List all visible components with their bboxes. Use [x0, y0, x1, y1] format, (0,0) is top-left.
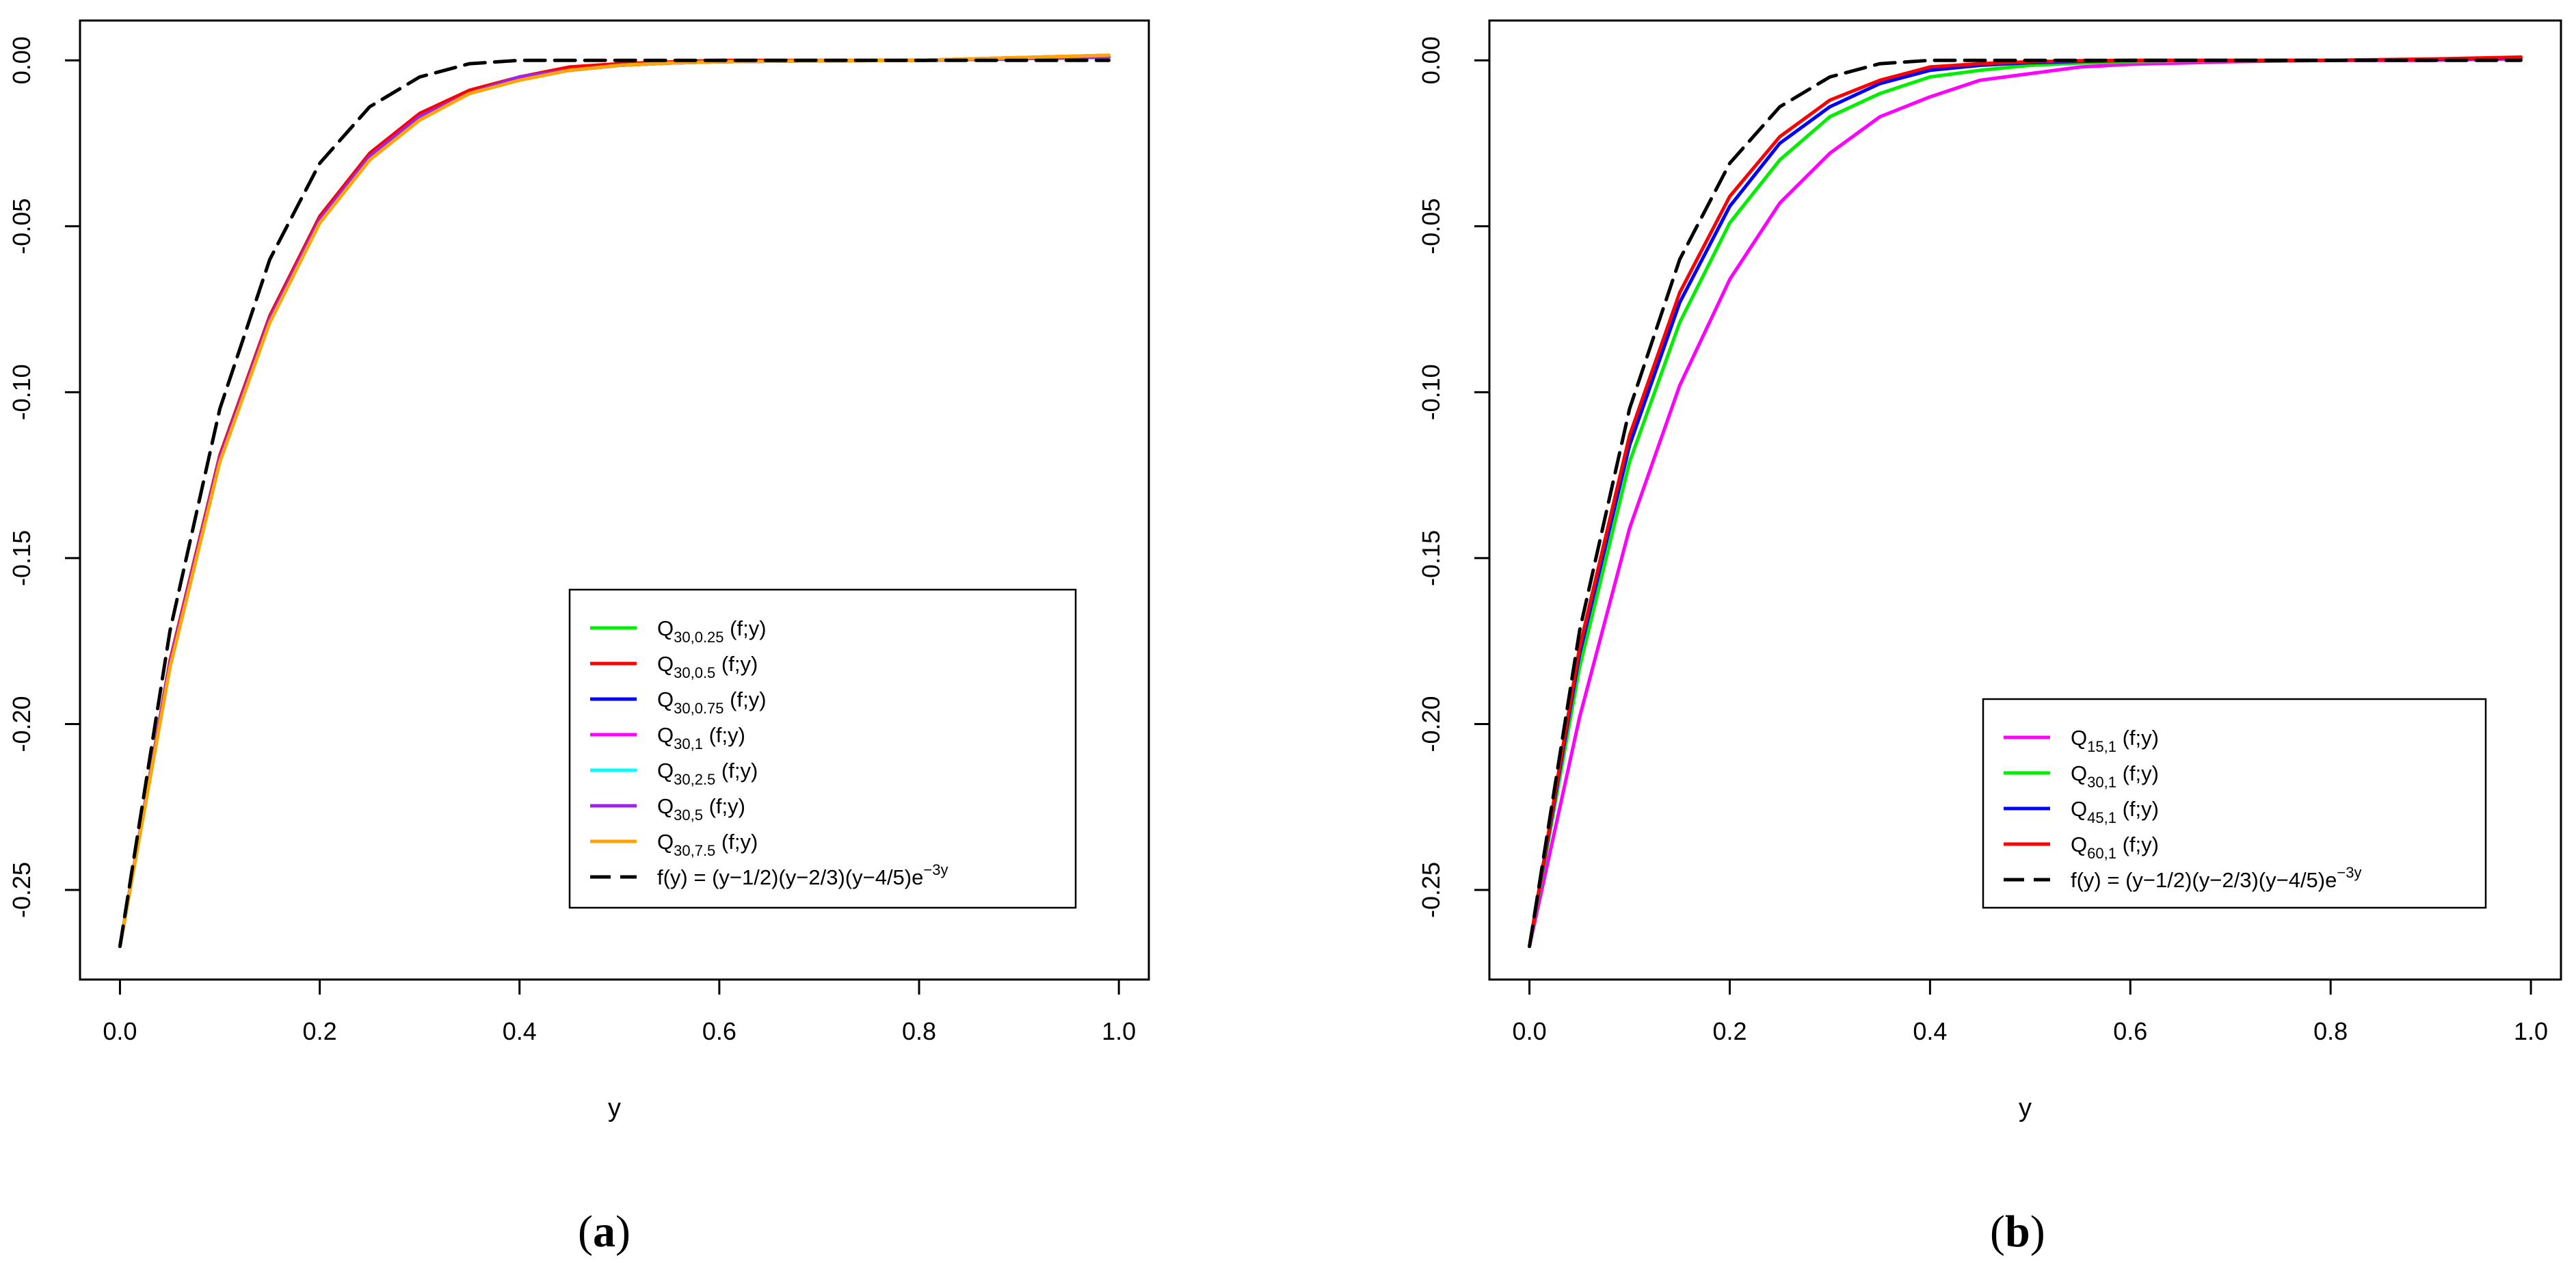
legend-text-base: Q: [2071, 832, 2087, 856]
legend-entry-4: f(y) = (y−1/2)(y−2/3)(y−4/5)e−3y: [2071, 864, 2361, 892]
legend-text-rest: (f;y): [703, 794, 745, 818]
legend-text-base: Q: [2071, 726, 2087, 750]
y-tick-label: -0.15: [1417, 530, 1445, 586]
x-tick-label: 0.6: [2113, 1017, 2147, 1045]
legend-text-sub: 30,0.25: [674, 629, 723, 646]
panel-b: 0.0 0.2 0.4 0.6 0.8 1.0 0.00 -0.05 -0.10 -0.15 -0.…: [1417, 19, 2562, 1257]
legend-box: [568, 588, 1077, 909]
legend-text-rest: (f;y): [2116, 726, 2159, 750]
legend-text-sub: 30,7.5: [674, 842, 715, 859]
legend-text-base: Q: [2071, 797, 2087, 821]
legend-text-sub: 30,0.5: [674, 664, 715, 681]
legend-entry-4: Q30,2.5 (f;y): [657, 759, 758, 788]
y-tick-label: -0.10: [8, 364, 36, 420]
legend-entry-0: Q30,0.25 (f;y): [657, 616, 767, 646]
y-tick-label: -0.05: [8, 198, 36, 254]
legend-text-sub: 30,0.75: [674, 700, 723, 717]
x-tick-label: 0.0: [1513, 1017, 1547, 1045]
legend-entry-3: Q30,1 (f;y): [657, 723, 745, 752]
x-axis-label: y: [2019, 1094, 2032, 1123]
y-tick-label: -0.15: [8, 530, 36, 586]
legend: Q30,0.25 (f;y)Q30,0.5 (f;y)Q30,0.75 (f;y…: [568, 588, 1077, 909]
legend-text-base: Q: [657, 652, 674, 676]
legend-text-sub: 30,1: [2087, 774, 2116, 791]
legend-entry-3: Q60,1 (f;y): [2071, 832, 2159, 862]
plot-frame: [79, 19, 1150, 981]
x-tick-label: 0.4: [503, 1017, 537, 1045]
x-tick-label: 0.2: [1712, 1017, 1747, 1045]
series-line-4: [1528, 58, 2523, 948]
x-tick-label: 0.6: [702, 1017, 736, 1045]
legend-text-rest: (f;y): [715, 759, 758, 783]
legend-text-sub: 15,1: [2087, 738, 2116, 755]
y-tick-label: -0.25: [1417, 862, 1445, 918]
legend-text-rest: (f;y): [2116, 797, 2159, 821]
panel-a: 0.0 0.2 0.4 0.6 0.8 1.0 0.00 -0.05 -0.10 -0.15 -0.…: [8, 19, 1150, 1257]
plot-frame: [1488, 19, 2562, 981]
legend-text-sub: 45,1: [2087, 809, 2116, 826]
legend-text-rest: (f;y): [724, 616, 767, 640]
legend-text-rest: (f;y): [703, 723, 745, 747]
x-axis-label: y: [608, 1094, 621, 1123]
y-tick-label: -0.20: [8, 696, 36, 752]
legend-entry-2: Q45,1 (f;y): [2071, 797, 2159, 826]
legend-text-sub: 30,5: [674, 806, 703, 824]
y-tick-label: 0.00: [8, 36, 36, 84]
legend-text-base: Q: [657, 687, 674, 711]
x-tick-label: 1.0: [1102, 1017, 1136, 1045]
legend-text-base: Q: [657, 794, 674, 818]
y-tick-label: -0.05: [1417, 198, 1445, 254]
legend-text-rest: (f;y): [2116, 761, 2159, 785]
legend-entry-0: Q15,1 (f;y): [2071, 726, 2159, 755]
x-tick-label: 0.8: [2313, 1017, 2348, 1045]
legend-text-base: Q: [2071, 761, 2087, 785]
legend-text-base: Q: [657, 616, 674, 640]
legend-text-base: Q: [657, 830, 674, 854]
legend-text-rest: (f;y): [2116, 832, 2159, 856]
x-tick-label: 0.4: [1913, 1017, 1947, 1045]
x-tick-label: 0.8: [902, 1017, 936, 1045]
legend-entry-2: Q30,0.75 (f;y): [657, 687, 767, 717]
legend-text-sub: 30,2.5: [674, 771, 715, 788]
x-tick-label: 0.0: [103, 1017, 137, 1045]
legend-text-sub: 60,1: [2087, 845, 2116, 862]
panel-label: (a): [578, 1207, 630, 1257]
legend-text-base: Q: [657, 723, 674, 747]
legend-box: [1982, 698, 2487, 909]
x-tick-label: 1.0: [2514, 1017, 2548, 1045]
legend-text-sup: −3y: [923, 861, 948, 878]
x-tick-label: 0.2: [303, 1017, 337, 1045]
legend-text-base: f(y) = (y−1/2)(y−2/3)(y−4/5)e: [2071, 868, 2337, 892]
y-tick-label: 0.00: [1417, 36, 1445, 84]
legend-text-sup: −3y: [2337, 864, 2361, 881]
legend-text-rest: (f;y): [724, 687, 767, 711]
legend-text-sub: 30,1: [674, 735, 703, 752]
legend-text-base: Q: [657, 759, 674, 783]
series-line-6: [118, 53, 1111, 948]
legend-entry-1: Q30,1 (f;y): [2071, 761, 2159, 791]
y-tick-label: -0.20: [1417, 696, 1445, 752]
legend-entry-6: Q30,7.5 (f;y): [657, 830, 758, 859]
legend-text-base: f(y) = (y−1/2)(y−2/3)(y−4/5)e: [657, 865, 923, 889]
legend-entry-5: Q30,5 (f;y): [657, 794, 745, 824]
legend-entry-1: Q30,0.5 (f;y): [657, 652, 758, 681]
y-tick-label: -0.25: [8, 862, 36, 918]
legend-entry-7: f(y) = (y−1/2)(y−2/3)(y−4/5)e−3y: [657, 861, 948, 889]
legend-text-rest: (f;y): [715, 652, 758, 676]
panel-label: (b): [1990, 1207, 2045, 1257]
y-tick-label: -0.10: [1417, 364, 1445, 420]
series-line-7: [118, 58, 1111, 948]
legend: Q15,1 (f;y)Q30,1 (f;y)Q45,1 (f;y)Q60,1 (…: [1982, 698, 2487, 909]
legend-text-rest: (f;y): [715, 830, 758, 854]
